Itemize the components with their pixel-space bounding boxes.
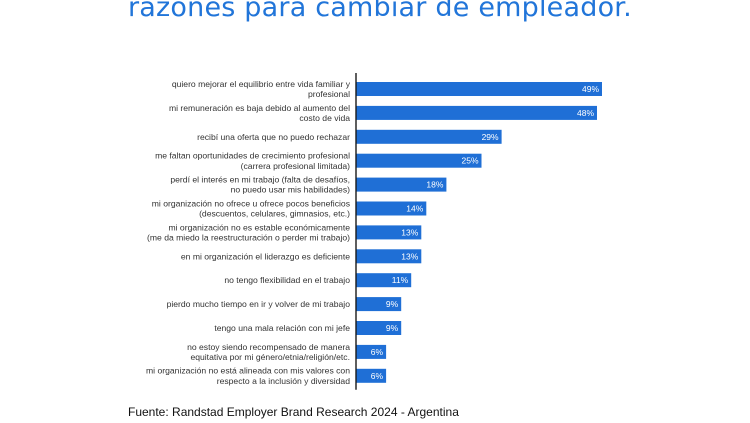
category-label-line: recibí una oferta que no puedo rechazar bbox=[197, 132, 350, 142]
bar-value-label: 11% bbox=[392, 275, 409, 285]
category-label-line: mi organización no está alineada con mis… bbox=[146, 366, 350, 376]
chart-title: razones para cambiar de empleador. bbox=[128, 0, 632, 23]
bar bbox=[356, 321, 402, 335]
bar bbox=[356, 225, 422, 240]
category-label-line: mi remuneración es baja debido al aument… bbox=[169, 103, 350, 113]
category-label-line: equitativa por mi género/etnia/religión/… bbox=[190, 352, 350, 362]
bar-value-label: 6% bbox=[371, 347, 384, 357]
source-note: Fuente: Randstad Employer Brand Research… bbox=[128, 405, 459, 419]
category-label-line: no tengo flexibilidad en el trabajo bbox=[224, 275, 350, 285]
category-label: mi organización no está alineada con mis… bbox=[146, 366, 350, 386]
bar bbox=[356, 249, 422, 264]
category-label: quiero mejorar el equilibrio entre vida … bbox=[172, 79, 351, 99]
bar bbox=[356, 273, 412, 288]
category-label: no estoy siendo recompensado de maneraeq… bbox=[187, 342, 350, 362]
category-label-line: pierdo mucho tiempo en ir y volver de mi… bbox=[167, 299, 351, 309]
category-label-line: (me da miedo la reestructuración o perde… bbox=[147, 233, 350, 243]
category-label: mi remuneración es baja debido al aument… bbox=[169, 103, 350, 123]
bar-value-label: 25% bbox=[461, 156, 478, 166]
category-label: perdí el interés en mi trabajo (falta de… bbox=[170, 175, 350, 195]
bar-value-label: 48% bbox=[577, 108, 594, 118]
category-label: tengo una mala relación con mi jefe bbox=[214, 323, 350, 333]
bar bbox=[356, 297, 402, 312]
category-label: me faltan oportunidades de crecimiento p… bbox=[155, 151, 350, 171]
bar bbox=[356, 368, 387, 383]
category-label-line: no estoy siendo recompensado de manera bbox=[187, 342, 350, 352]
category-label-line: mi organización no es estable económicam… bbox=[168, 222, 350, 232]
bar-value-label: 14% bbox=[406, 204, 423, 214]
bar bbox=[356, 153, 482, 168]
category-label-line: (carrera profesional limitada) bbox=[241, 161, 351, 171]
bar-value-label: 9% bbox=[386, 323, 399, 333]
bar bbox=[356, 82, 602, 96]
category-label: mi organización no es estable económicam… bbox=[147, 222, 350, 242]
category-label-line: quiero mejorar el equilibrio entre vida … bbox=[172, 79, 351, 89]
bar-value-label: 13% bbox=[401, 251, 418, 261]
category-label-line: perdí el interés en mi trabajo (falta de… bbox=[170, 175, 350, 185]
bar bbox=[356, 344, 387, 359]
bar bbox=[356, 105, 597, 120]
bar-value-label: 6% bbox=[371, 371, 384, 381]
category-label-line: profesional bbox=[308, 89, 350, 99]
bar-value-label: 49% bbox=[582, 84, 599, 94]
category-label: pierdo mucho tiempo en ir y volver de mi… bbox=[167, 299, 351, 309]
category-label-line: me faltan oportunidades de crecimiento p… bbox=[155, 151, 350, 161]
bar bbox=[356, 177, 447, 192]
category-label: mi organización no ofrece u ofrece pocos… bbox=[152, 198, 350, 218]
bar bbox=[356, 201, 427, 216]
category-label-line: tengo una mala relación con mi jefe bbox=[214, 323, 350, 333]
category-label: recibí una oferta que no puedo rechazar bbox=[197, 132, 350, 142]
category-label: en mi organización el liderazgo es defic… bbox=[181, 251, 350, 261]
category-label: no tengo flexibilidad en el trabajo bbox=[224, 275, 350, 285]
category-label-line: (descuentos, celulares, gimnasios, etc.) bbox=[199, 209, 350, 219]
bar-value-label: 9% bbox=[386, 299, 399, 309]
category-label-line: en mi organización el liderazgo es defic… bbox=[181, 251, 350, 261]
category-label-line: respecto a la inclusión y diversidad bbox=[217, 376, 350, 386]
category-label-line: costo de vida bbox=[299, 113, 350, 123]
bar-value-label: 13% bbox=[401, 227, 418, 237]
bar bbox=[356, 129, 502, 144]
bar-value-label: 18% bbox=[426, 180, 443, 190]
bar-value-label: 29% bbox=[482, 132, 499, 142]
category-label-line: mi organización no ofrece u ofrece pocos… bbox=[152, 198, 350, 208]
category-label-line: no puedo usar mis habilidades) bbox=[231, 185, 351, 195]
